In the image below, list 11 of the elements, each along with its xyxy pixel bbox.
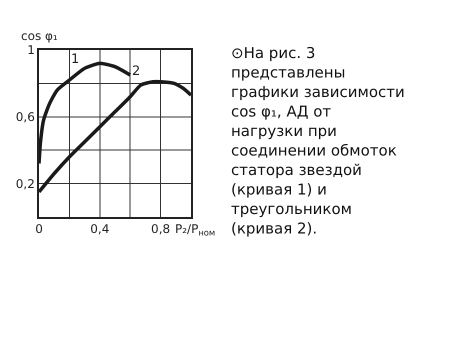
annotation: 1	[71, 52, 80, 67]
y-tick-label: 0,6	[16, 110, 35, 124]
y-tick-label: 1	[27, 43, 35, 58]
x-tick-label: 0,8	[151, 222, 170, 236]
annotation: 2	[132, 64, 140, 79]
text: ⊙На рис. 3 представлены графики зависимости cos φ₁, АД от нагрузки при соединении обмоток статора звездой (кривая 1) и треугольником (кривая 2).	[231, 44, 405, 238]
x-tick-label: 0	[35, 222, 43, 236]
x-axis-title: P₂/P$_{ном}$	[175, 222, 216, 238]
x-tick-label: 0,4	[90, 222, 110, 236]
y-tick-label: 0,2	[16, 176, 35, 191]
y-axis-title: cos φ₁	[21, 29, 58, 43]
